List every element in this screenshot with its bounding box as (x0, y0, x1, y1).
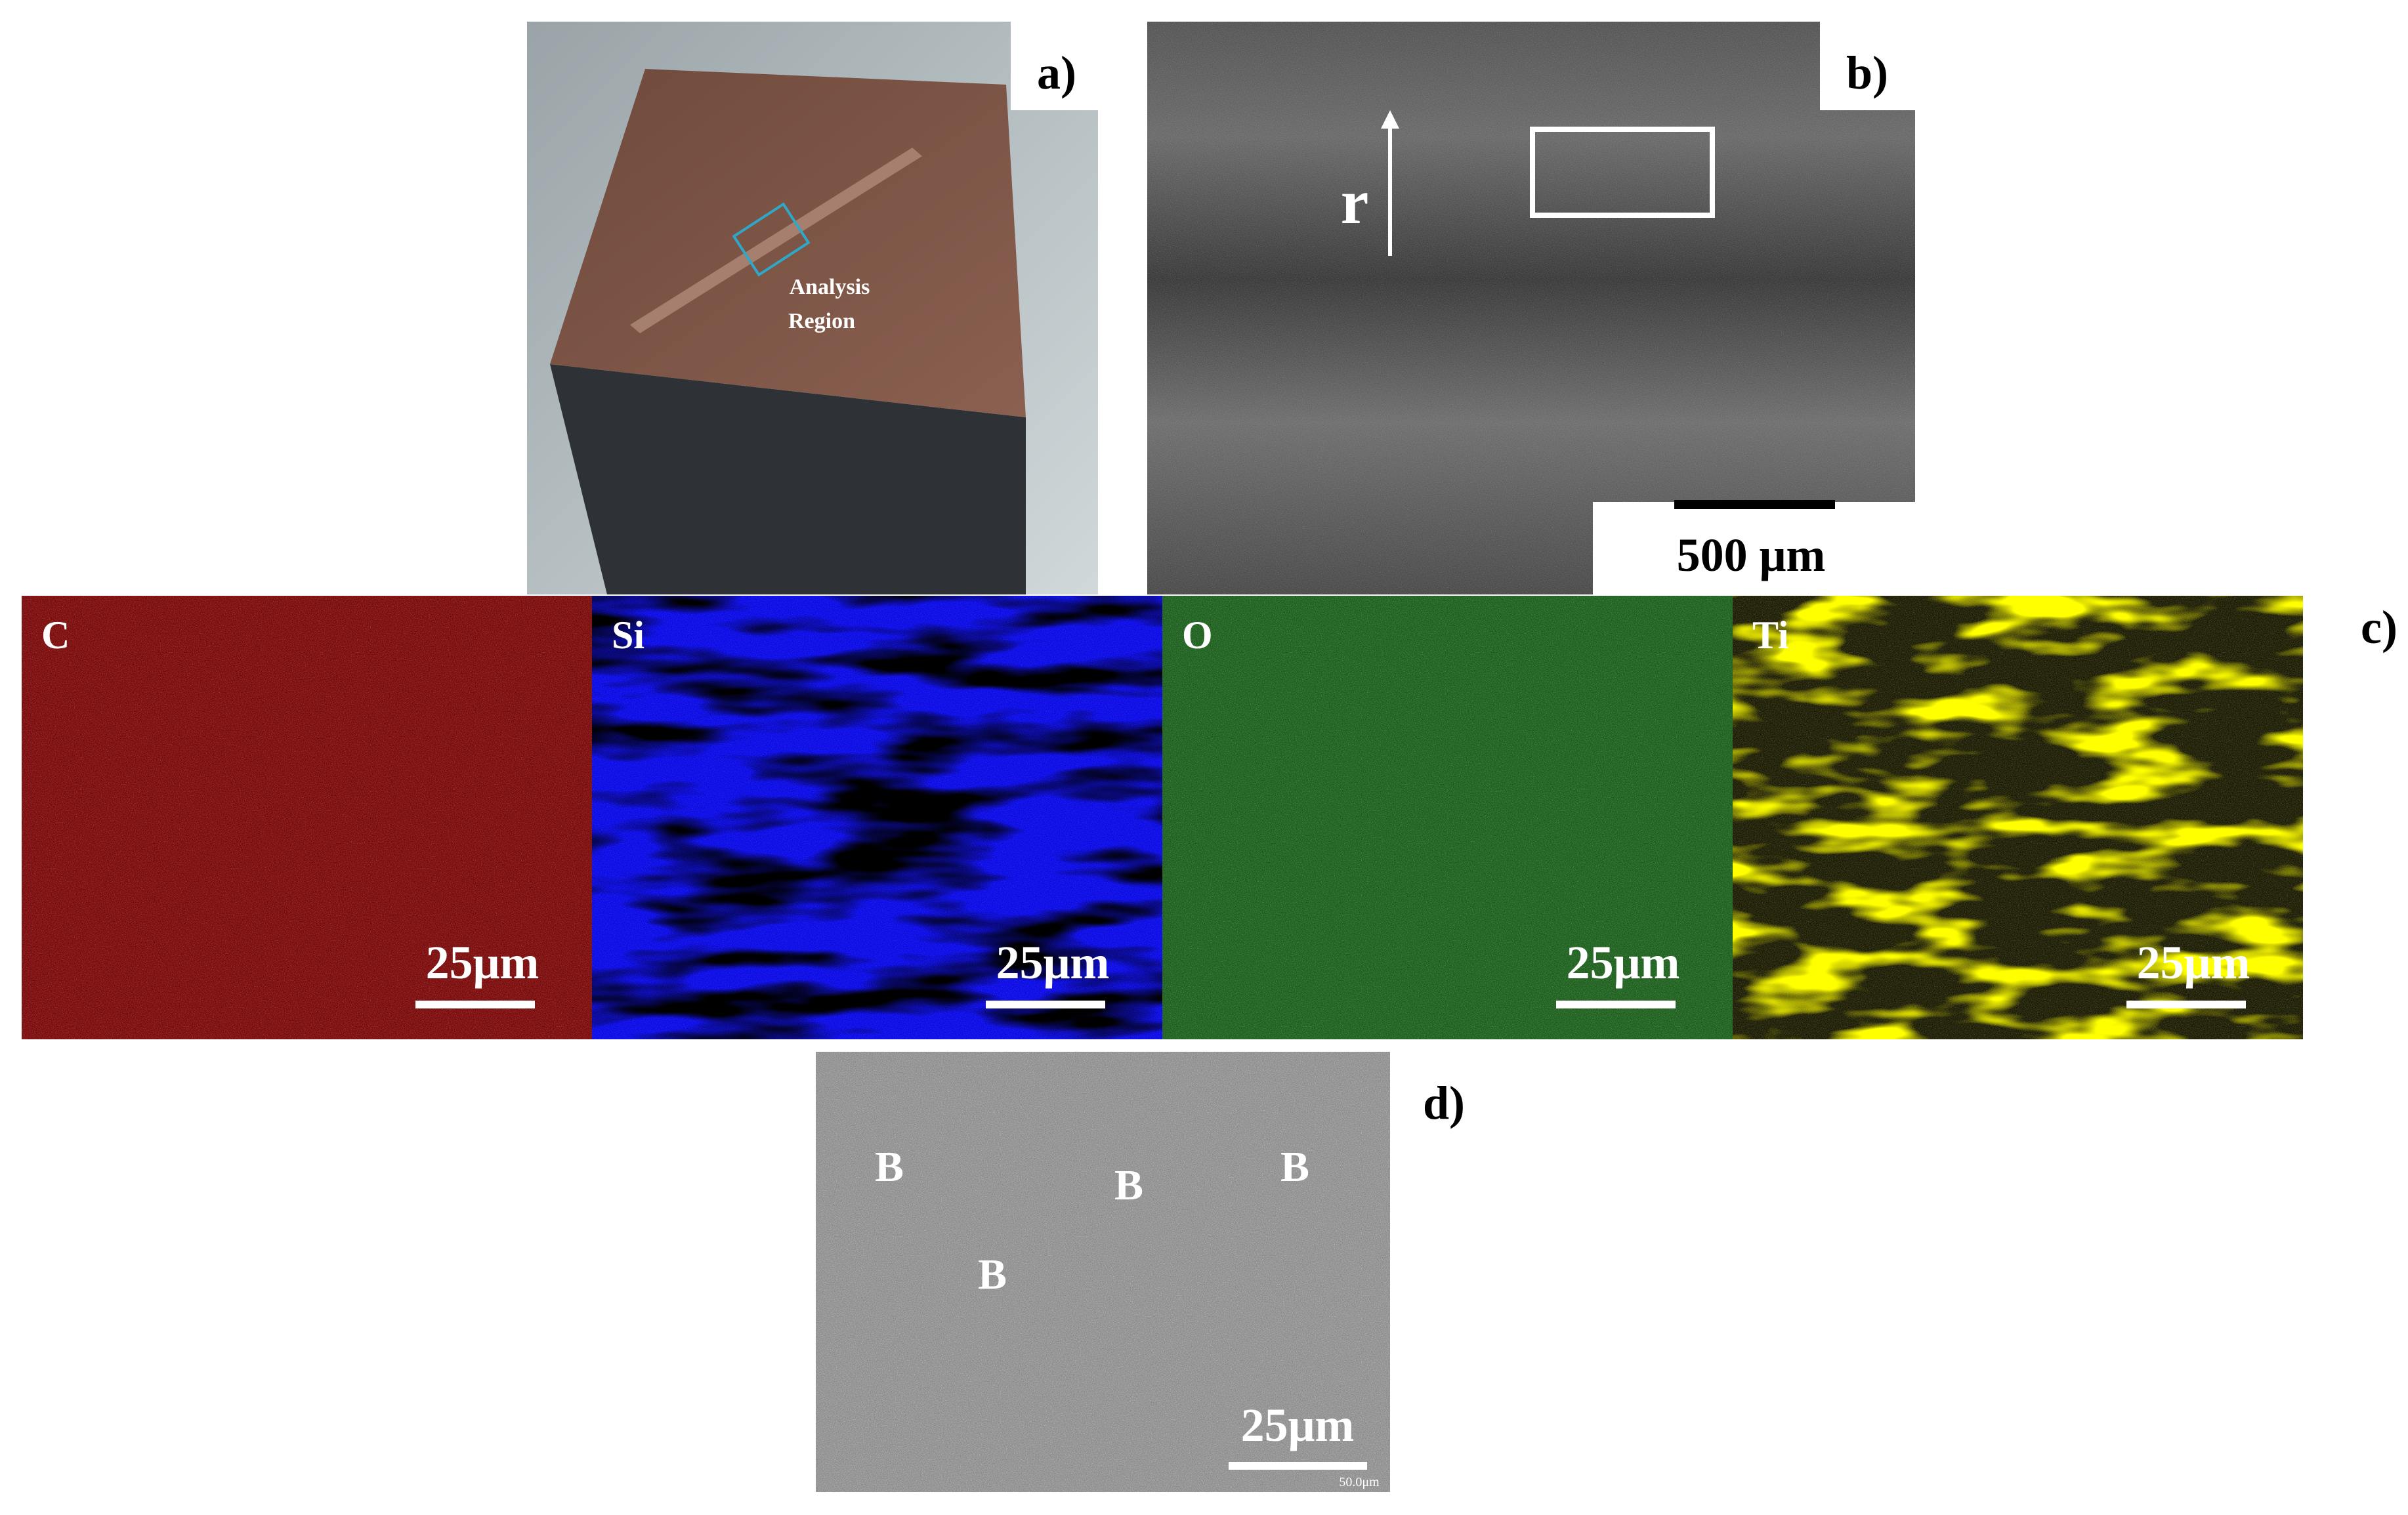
map-texture (22, 596, 592, 1039)
panel-label: b) (1846, 47, 1888, 99)
arrowhead (1381, 110, 1399, 129)
marker: B (875, 1143, 904, 1191)
direction-label: r (1341, 167, 1369, 237)
track (630, 148, 922, 333)
annotation: Analysis (790, 275, 870, 299)
annotation: Region (788, 309, 855, 333)
map-texture (1162, 596, 1733, 1039)
scale-box (1593, 502, 1915, 594)
marker: B (1114, 1161, 1143, 1209)
sem-texture (816, 1052, 1390, 1492)
element-label: Si (612, 613, 644, 657)
region-box (1530, 127, 1715, 218)
panel-b: b) r 500 μm (1147, 22, 1915, 594)
scale-bar (415, 1001, 535, 1008)
scale-bar (2126, 1001, 2246, 1008)
cube-front (550, 364, 1026, 594)
analysis-box (732, 202, 811, 277)
element-label: O (1182, 613, 1213, 657)
scale-label: 25μm (1567, 936, 1680, 989)
map-features (592, 596, 1162, 1039)
label-box (1820, 22, 1915, 110)
scale-label: 25μm (426, 936, 539, 989)
element-label: Ti (1752, 613, 1789, 657)
map-features (1733, 596, 2303, 1039)
scale-label: 500 μm (1677, 529, 1826, 581)
panel-c: c) C 25μm Si 25μm O 25μm Ti 25μm (22, 596, 2397, 1039)
marker: B (978, 1251, 1007, 1298)
element-label: C (41, 613, 70, 657)
scale-label: 25μm (996, 936, 1110, 989)
panel-label: c) (2361, 601, 2397, 654)
instrument-scale: 50.0μm (1339, 1475, 1380, 1489)
scale-label: 25μm (2137, 936, 2250, 989)
label-box (1011, 22, 1098, 110)
scale-bar (1674, 500, 1835, 509)
scale-bar (1229, 1462, 1367, 1470)
sem-texture (1147, 22, 1915, 594)
panel-d: d) B B B B 25μm 50.0μm (816, 1052, 1465, 1492)
panel-label: d) (1423, 1077, 1465, 1129)
panel-a: a) Analysis Region (527, 22, 1098, 594)
scale-bar (986, 1001, 1105, 1008)
scale-label: 25μm (1241, 1399, 1355, 1451)
scale-bar (1556, 1001, 1676, 1008)
marker: B (1280, 1143, 1309, 1191)
panel-label: a) (1037, 47, 1076, 99)
